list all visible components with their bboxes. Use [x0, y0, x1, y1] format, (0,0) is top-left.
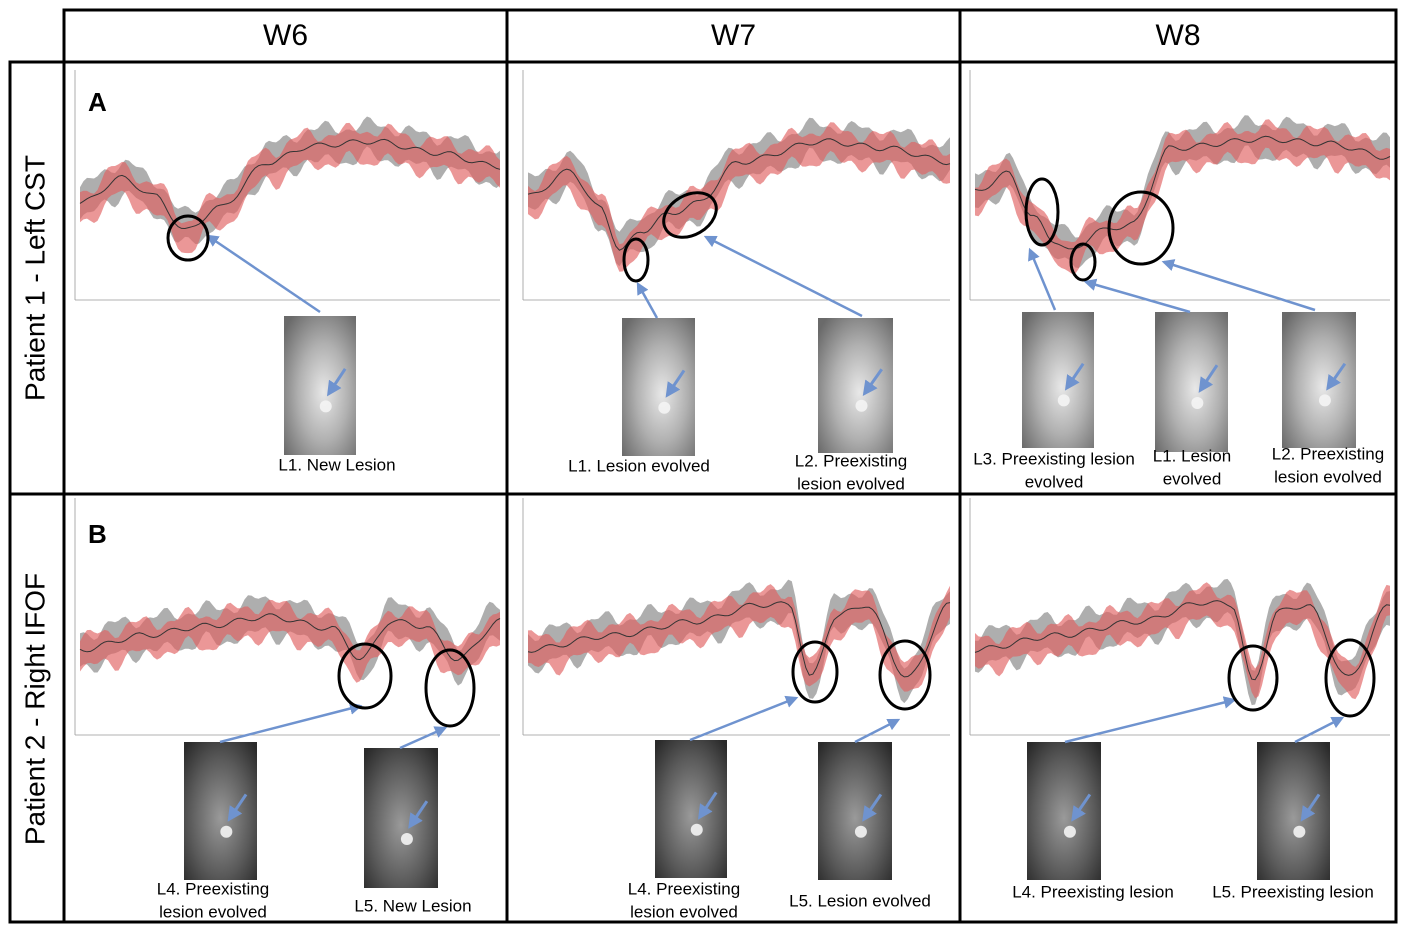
- pointer-arrow: [399, 726, 448, 750]
- caption: L4. Preexisting: [628, 879, 740, 898]
- mri-image: [1027, 742, 1101, 880]
- control-band: [80, 116, 500, 245]
- caption: L5. Preexisting lesion: [1212, 882, 1374, 901]
- image-arrow: [862, 793, 883, 822]
- caption: L4. Preexisting: [157, 879, 269, 898]
- lesion-spot: [319, 400, 332, 413]
- lesion-spot: [658, 401, 671, 414]
- lesion-spot: [1293, 825, 1306, 838]
- mri-image: [364, 748, 438, 888]
- panel-letter: B: [88, 519, 107, 549]
- caption: L2. Preexisting: [1272, 444, 1384, 463]
- caption: lesion evolved: [159, 902, 267, 921]
- mri-image: [622, 318, 695, 456]
- caption: lesion evolved: [630, 902, 738, 921]
- image-arrow: [1300, 793, 1321, 822]
- mri-image: [818, 742, 892, 880]
- mri-image: [1022, 312, 1094, 448]
- mri-image: [184, 742, 257, 880]
- lesion-circle: [1024, 177, 1060, 247]
- caption: L2. Preexisting: [795, 451, 907, 470]
- caption: L1. New Lesion: [278, 455, 395, 474]
- mean-line: [79, 613, 501, 662]
- image-arrow: [1326, 362, 1347, 391]
- image-arrow: [227, 793, 248, 822]
- row-frame: [8, 60, 1398, 924]
- row-label: Patient 1 - Left CST: [19, 155, 50, 401]
- column-header: W8: [1156, 19, 1201, 52]
- lesion-circle: [1069, 242, 1097, 282]
- caption: L1. Lesion: [1153, 446, 1231, 465]
- pointer-arrow: [1028, 247, 1057, 311]
- pointer-arrow: [219, 702, 363, 744]
- caption: L1. Lesion evolved: [568, 456, 710, 475]
- lesion-spot: [220, 825, 233, 838]
- caption: L5. Lesion evolved: [789, 891, 931, 910]
- mri-image: [284, 316, 356, 455]
- column-header: W7: [711, 19, 756, 52]
- caption: lesion evolved: [797, 474, 905, 493]
- lesion-circle: [337, 642, 393, 710]
- pointer-arrow: [703, 235, 863, 318]
- pointer-arrow: [205, 234, 321, 314]
- mri-image: [1155, 312, 1228, 452]
- mean-line: [974, 600, 1391, 681]
- lesion-spot: [1057, 394, 1070, 407]
- column-header: W6: [263, 19, 308, 52]
- image-arrow: [665, 369, 686, 398]
- caption: evolved: [1163, 469, 1222, 488]
- lesion-spot: [1191, 397, 1204, 409]
- lesion-circle: [1324, 638, 1376, 718]
- patient-band: [975, 582, 1390, 700]
- lesion-spot: [855, 399, 868, 412]
- mean-line: [527, 138, 951, 251]
- panel-letter: A: [88, 87, 107, 117]
- patient-band: [528, 122, 950, 272]
- mean-line: [974, 135, 1391, 250]
- mean-line: [527, 601, 951, 678]
- image-arrow: [1198, 364, 1219, 393]
- image-arrow: [326, 367, 347, 397]
- mri-image: [1282, 312, 1356, 448]
- mean-line: [79, 138, 501, 230]
- lesion-circle: [1107, 190, 1175, 266]
- lesion-circle: [1227, 644, 1279, 712]
- row-label: Patient 2 - Right IFOF: [19, 573, 50, 845]
- pointer-arrow: [854, 718, 901, 744]
- patient-band: [80, 599, 500, 683]
- image-arrow: [697, 791, 718, 820]
- caption: L5. New Lesion: [354, 896, 471, 915]
- pointer-arrow: [689, 695, 799, 742]
- patient-band: [975, 119, 1390, 274]
- lesion-spot: [400, 833, 413, 845]
- image-arrow: [1071, 793, 1092, 822]
- lesion-circle: [166, 214, 210, 262]
- mri-image: [655, 740, 727, 878]
- pointer-arrow: [1294, 716, 1345, 744]
- image-arrow: [408, 800, 429, 829]
- image-arrow: [1064, 362, 1085, 391]
- pointer-arrow: [1161, 259, 1316, 312]
- patient-band: [80, 122, 500, 254]
- pointer-arrow: [1064, 696, 1237, 744]
- lesion-spot: [1318, 394, 1331, 407]
- caption: evolved: [1025, 472, 1084, 491]
- lesion-spot: [690, 823, 703, 836]
- lesion-circle: [424, 648, 476, 728]
- caption: lesion evolved: [1274, 467, 1382, 486]
- lesion-spot: [854, 825, 867, 838]
- lesion-spot: [1063, 825, 1076, 838]
- caption: L4. Preexisting lesion: [1012, 882, 1174, 901]
- lesion-circle: [878, 639, 932, 711]
- image-arrow: [862, 368, 883, 397]
- mri-image: [818, 318, 893, 453]
- pointer-arrow: [1083, 278, 1191, 314]
- mri-image: [1257, 742, 1330, 880]
- pointer-arrow: [636, 281, 659, 319]
- lesion-circle: [791, 640, 839, 704]
- caption: L3. Preexisting lesion: [973, 449, 1135, 468]
- lesion-circle: [662, 191, 718, 239]
- lesion-circle: [622, 237, 650, 283]
